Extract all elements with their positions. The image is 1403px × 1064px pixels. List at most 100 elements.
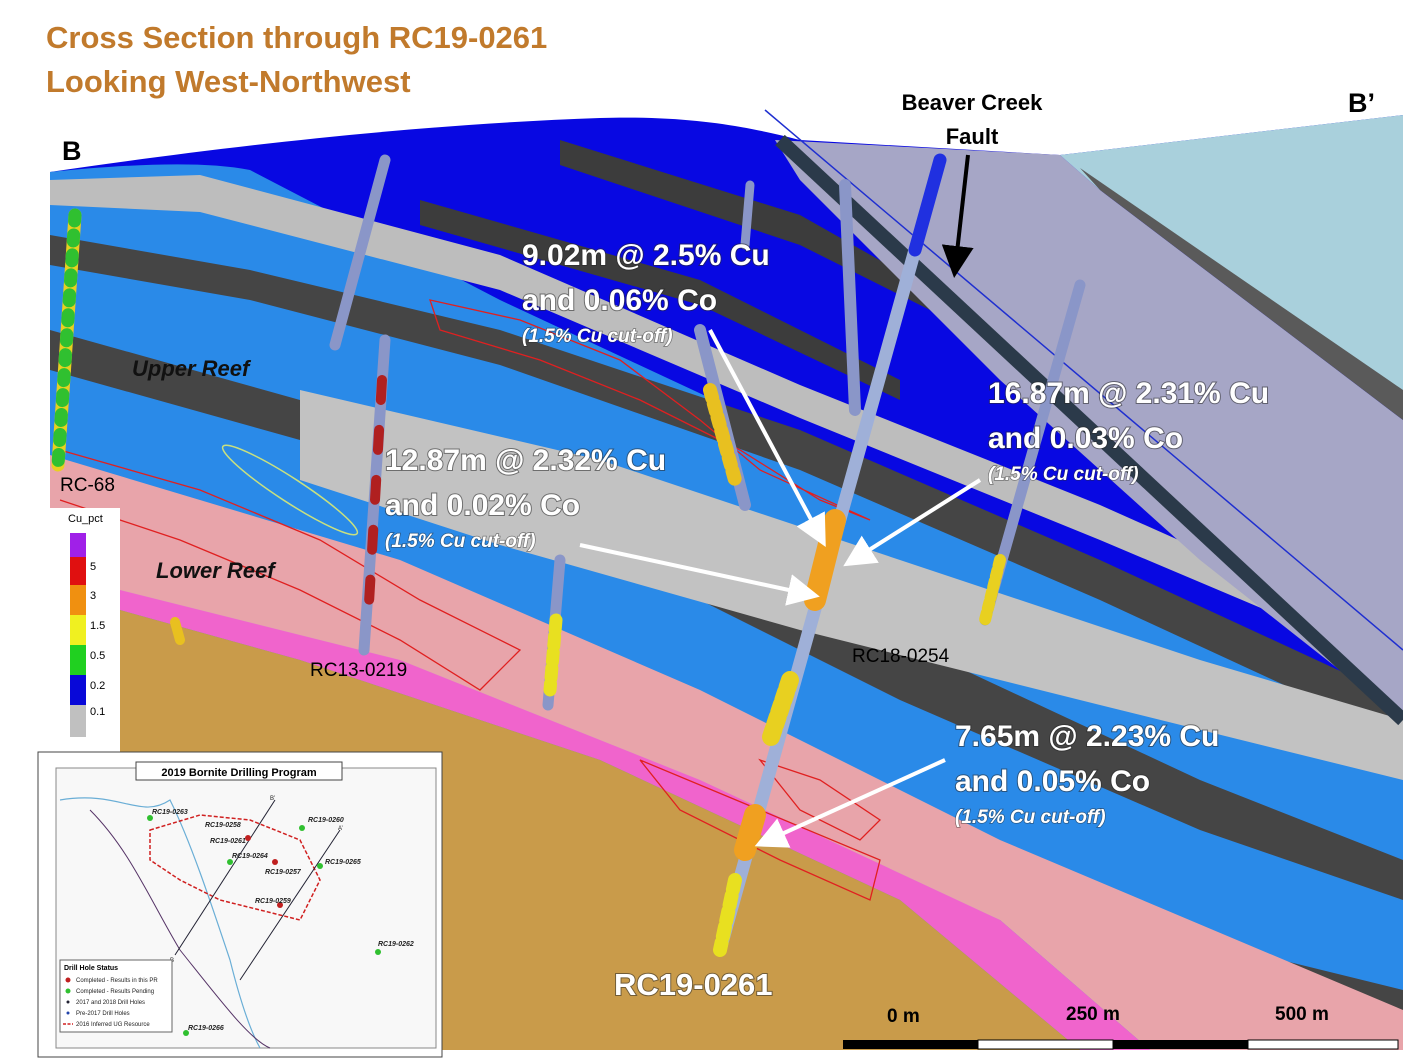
inset-legend-item: Pre-2017 Drill Holes xyxy=(76,1011,130,1017)
scale-segment xyxy=(977,1039,1114,1050)
intercept: 7.65m @ 2.23% Cu xyxy=(955,720,1219,753)
legend-dot xyxy=(66,1000,70,1004)
drill-hole xyxy=(839,179,861,416)
arrow xyxy=(843,478,982,567)
fault-trace xyxy=(764,109,1403,651)
inset-title-box xyxy=(135,761,343,781)
inset-hole-label: RC19-0257 xyxy=(265,869,302,876)
intercept: and 0.06% Co xyxy=(522,284,717,317)
resource-outline xyxy=(149,814,321,921)
legend-dot xyxy=(65,977,71,983)
drill-hole-mineralised xyxy=(713,873,742,957)
hole-dot xyxy=(183,1030,189,1036)
inset-legend-item: 2017 and 2018 Drill Holes xyxy=(76,1000,145,1006)
inset-hole-label: RC19-0265 xyxy=(325,859,361,866)
legend-swatch xyxy=(70,705,86,737)
magenta-band xyxy=(120,590,1150,1050)
hole-label: RC-68 xyxy=(60,475,115,496)
inset-hole-label: RC19-0259 xyxy=(255,898,291,905)
dark-band xyxy=(50,330,1403,900)
drill-hole-mineralised xyxy=(761,671,799,749)
inset-hole-label: RC19-0260 xyxy=(308,817,344,824)
outline-green xyxy=(221,444,359,536)
unit-label: Upper Reef xyxy=(132,356,252,381)
fault-zone xyxy=(775,134,1403,726)
inset-legend-item: Completed - Results in this PR xyxy=(76,978,158,984)
inset-legend-item: Completed - Results Pending xyxy=(76,989,154,995)
inset-legend-box xyxy=(59,959,173,1033)
drill-hole-mineralised xyxy=(51,208,82,472)
hole-label: RC18-0254 xyxy=(852,646,950,667)
legend-swatch xyxy=(70,675,86,705)
legend-swatch xyxy=(70,557,86,585)
pink-band xyxy=(50,455,1403,1050)
hole-dot xyxy=(277,902,283,908)
arrows xyxy=(579,154,982,848)
scale-label: 500 m xyxy=(1275,1004,1329,1025)
hole-label: RC19-0261 xyxy=(614,967,773,1002)
inset-hole-label: RC19-0262 xyxy=(378,941,414,948)
section-end: B xyxy=(62,136,82,166)
road xyxy=(89,809,271,1049)
hole-dot xyxy=(245,835,251,841)
drill-hole xyxy=(170,617,185,645)
legend-label: 5 xyxy=(90,561,96,573)
drill-hole xyxy=(740,180,755,250)
legend-swatch xyxy=(70,533,86,557)
legend-label: 0.5 xyxy=(90,650,105,662)
arrow xyxy=(579,543,820,606)
legend-dot xyxy=(65,988,71,994)
legend-swatch xyxy=(70,585,86,615)
title: Looking West-Northwest xyxy=(46,64,411,99)
inset-hole-label: RC19-0258 xyxy=(205,822,241,829)
fault-label: Beaver Creek xyxy=(902,90,1043,115)
intercept: and 0.03% Co xyxy=(988,422,1183,455)
section-end: B’ xyxy=(1348,88,1375,118)
dark-band xyxy=(560,140,950,320)
intercept: 16.87m @ 2.31% Cu xyxy=(988,377,1269,410)
inset-hole-label: RC19-0264 xyxy=(232,853,268,860)
inset-map: 2019 Bornite Drilling Program RC19-0263 … xyxy=(37,751,443,1058)
intercept-note: (1.5% Cu cut-off) xyxy=(522,326,673,347)
legend-label: 0.1 xyxy=(90,706,105,718)
intercept-note: (1.5% Cu cut-off) xyxy=(988,464,1139,485)
inset-hole-label: RC19-0261 xyxy=(210,838,246,845)
legend-title: Cu_pct xyxy=(68,513,103,525)
fault-label: Fault xyxy=(946,124,999,149)
legend-dot xyxy=(66,1011,70,1015)
hole-dot xyxy=(299,825,305,831)
hole-dot xyxy=(375,949,381,955)
dark-band xyxy=(420,200,900,400)
inset-section-end: A’ xyxy=(338,826,343,832)
inset-section-end: B’ xyxy=(270,796,275,802)
legend-swatch xyxy=(70,615,86,645)
title: Cross Section through RC19-0261 xyxy=(46,20,547,55)
outline xyxy=(59,449,522,691)
scale-label: 250 m xyxy=(1066,1004,1120,1025)
upper-right-unit xyxy=(1060,115,1403,400)
drill-hole-mineralised xyxy=(363,375,387,625)
hole-dot xyxy=(147,815,153,821)
intercept: and 0.02% Co xyxy=(385,489,580,522)
intercept-note: (1.5% Cu cut-off) xyxy=(955,807,1106,828)
arrow xyxy=(754,758,946,848)
grey-band xyxy=(300,390,1403,780)
scale-label: 0 m xyxy=(887,1006,920,1027)
intercept: and 0.05% Co xyxy=(955,765,1150,798)
legend-swatch xyxy=(70,645,86,675)
drill-holes xyxy=(51,153,1086,957)
section-line xyxy=(239,829,341,981)
scale-bar: 0 m 250 m 500 m xyxy=(843,1004,1399,1050)
fault-band xyxy=(1080,168,1403,420)
drill-hole-mineralised xyxy=(543,613,563,697)
inset-title: 2019 Bornite Drilling Program xyxy=(161,767,316,779)
intercept: 12.87m @ 2.32% Cu xyxy=(385,444,666,477)
scale-segment xyxy=(843,1040,978,1049)
arrow xyxy=(708,329,826,548)
hole-label: RC13-0219 xyxy=(310,660,407,681)
drill-hole-mineralised xyxy=(979,554,1006,626)
legend-label: 1.5 xyxy=(90,620,105,632)
inset-hole-label: RC19-0263 xyxy=(152,809,188,816)
hole-dot xyxy=(317,863,323,869)
